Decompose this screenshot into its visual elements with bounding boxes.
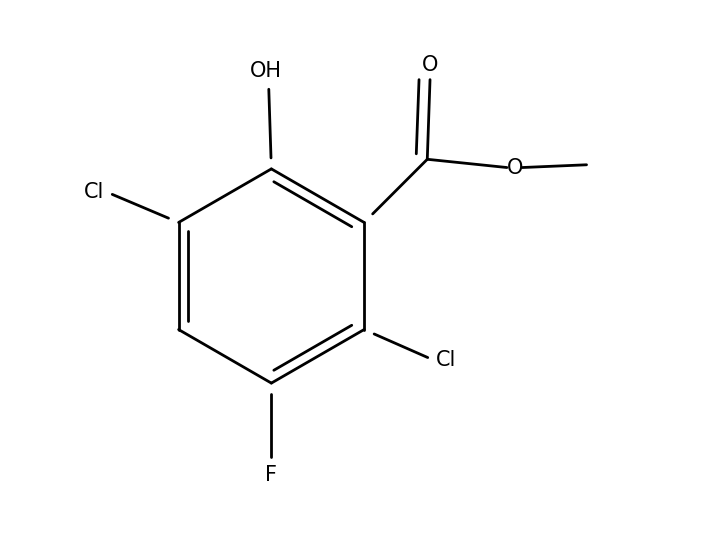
Text: O: O [507,157,523,178]
Text: O: O [422,55,438,75]
Text: OH: OH [250,61,282,81]
Text: F: F [265,465,277,485]
Text: Cl: Cl [435,350,456,370]
Text: Cl: Cl [84,182,105,202]
